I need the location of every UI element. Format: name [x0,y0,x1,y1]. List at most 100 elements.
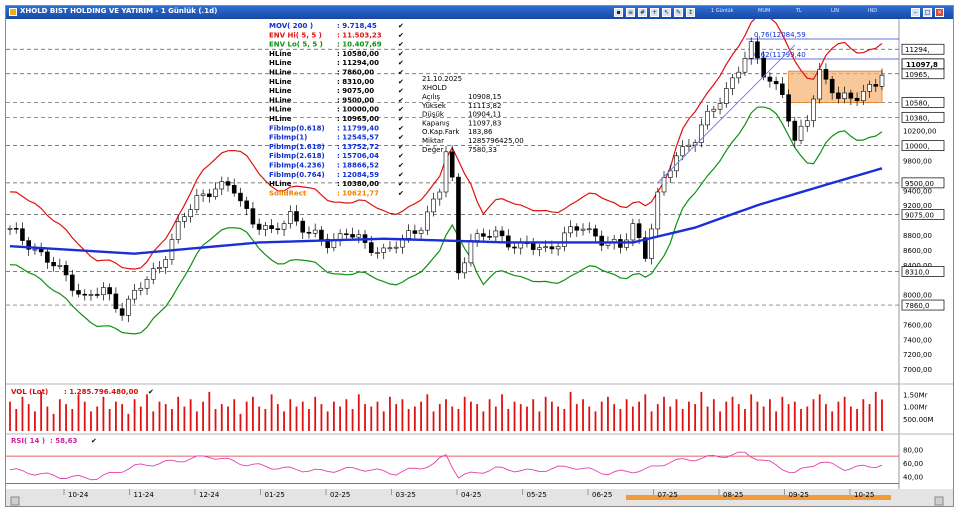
candle-body [231,184,237,194]
legend-name: HLine [269,115,292,123]
toolbar-cursor-icon[interactable]: ↕ [686,8,695,17]
chart-canvas[interactable]: 0,76(12084,59 0,62(11799,40 10200,00 9800,… [6,19,953,506]
candle-body [593,228,598,237]
candle-body [742,57,748,73]
rsi-tick: 80,00 [903,446,923,454]
legend-check-icon: ✔ [398,106,404,114]
date-label: 06-25 [592,491,612,499]
candle-body [238,192,243,202]
candle-body [861,90,866,102]
hline-tag-10000 [901,140,945,151]
minimize-icon[interactable]: – [911,8,920,17]
hline-label-10965: 10965, [905,71,930,79]
legend-name: HLine [269,106,292,114]
candle-body [773,80,779,85]
price-axis: 10200,00 9800,00 9400,00 9200,00 8800,00 8600… [903,128,936,374]
scroll-range-bar[interactable] [626,495,891,500]
candle-body [287,211,293,224]
date-label: 09-25 [789,491,809,499]
candle-body [20,228,25,241]
candle-body [63,265,69,276]
candle-body [294,211,299,222]
legend-name: HLine [269,87,292,95]
legend-name: FibImp(0.764) [269,171,325,179]
candle-body [26,240,31,250]
candle-body [381,247,387,253]
date-label: 10-24 [68,491,89,499]
candle-body [175,221,181,240]
candle-body [319,229,324,240]
toolbar-linear-label[interactable]: LIN [831,8,840,14]
candle-body [306,231,312,234]
legend-name: HLine [269,50,292,58]
rsi-tick: 40,00 [903,474,923,482]
legend-name: HLine [269,78,292,86]
candle-body [244,200,249,209]
candle-body [45,251,50,263]
candle-body [51,262,56,267]
toolbar-period-label[interactable]: 1 Günlük [711,8,734,14]
maximize-icon[interactable]: □ [923,8,932,17]
candle-body [736,71,742,79]
candle-body [281,223,287,230]
candle-body [150,268,156,280]
candle-body [418,229,424,234]
scroll-left-icon[interactable] [10,496,20,506]
legend-name: ENV Hi( 5, 5 ) [269,31,322,39]
hline-label-9500: 9500,00 [905,180,934,188]
env-lo-line [9,106,883,335]
close-icon[interactable]: × [935,8,944,17]
candle-body [537,247,542,250]
window-title: XHOLD BIST HOLDING VE YATIRIM - 1 Günlük… [20,7,218,15]
hline-label-9075: 9075,00 [905,212,934,220]
candle-body [456,176,461,274]
toolbar-pen-icon[interactable]: ✎ [674,8,683,17]
toolbar-bars-icon[interactable]: ≡ [626,8,635,17]
candle-body [543,246,548,249]
candle-body [817,69,823,100]
legend-check-icon: ✔ [398,124,404,132]
date-label: 01-25 [265,491,285,499]
candle-body [568,226,573,234]
candle-body [94,294,100,296]
toolbar-currency-label[interactable]: TL [796,8,802,14]
candle-body [7,228,13,230]
candle-body [443,151,449,193]
toolbar-grid-icon[interactable]: # [638,8,647,17]
info-value: 11113,82 [468,102,501,110]
legend-value: : 10580,00 [337,50,379,58]
price-tick: 7200,00 [903,351,932,359]
candle-body [512,246,517,249]
date-label: 05-25 [527,491,547,499]
candle-body [748,41,754,59]
rsi-tick: 60,00 [903,460,923,468]
volume-label: VOL (Lot) [11,388,48,396]
legend-check-icon: ✔ [398,41,404,49]
mov-200-line [9,167,883,255]
candle-body [263,225,268,230]
scroll-right-icon[interactable] [934,496,944,506]
info-label: Düşük [422,111,445,119]
legend-value: : 10000,00 [337,106,379,114]
candle-body [368,242,374,253]
candle-body [474,233,480,241]
price-tick: 7600,00 [903,321,932,329]
hline-label-10000: 10000, [905,143,930,151]
candle-body [157,267,162,269]
candle-body [256,223,262,230]
candle-body [761,57,766,78]
fib-label-0: 0,76(12084,59 [754,31,806,39]
ohlc-info-box: 21.10.2025 XHOLD Açılış 10908,15 Yüksek 111… [421,75,524,154]
legend-check-icon: ✔ [398,180,404,188]
toolbar-pointer-icon[interactable]: ↖ [662,8,671,17]
toolbar-zoom-icon[interactable]: + [650,8,659,17]
rsi-check-icon: ✔ [91,437,97,445]
toolbar-square-icon[interactable]: ▪ [614,8,623,17]
toolbar-candle-label[interactable]: MUM [758,8,771,14]
toolbar-indicator-label[interactable]: IND [868,8,878,14]
rsi-line [9,451,883,481]
legend-name: ENV Lo( 5, 5 ) [269,41,323,49]
candle-body [842,92,847,99]
hline-labels: 11294, 10965, 10580, 10380, 10000, 9500,00 907… [901,43,945,311]
legend-value: : 11799,40 [337,124,379,132]
